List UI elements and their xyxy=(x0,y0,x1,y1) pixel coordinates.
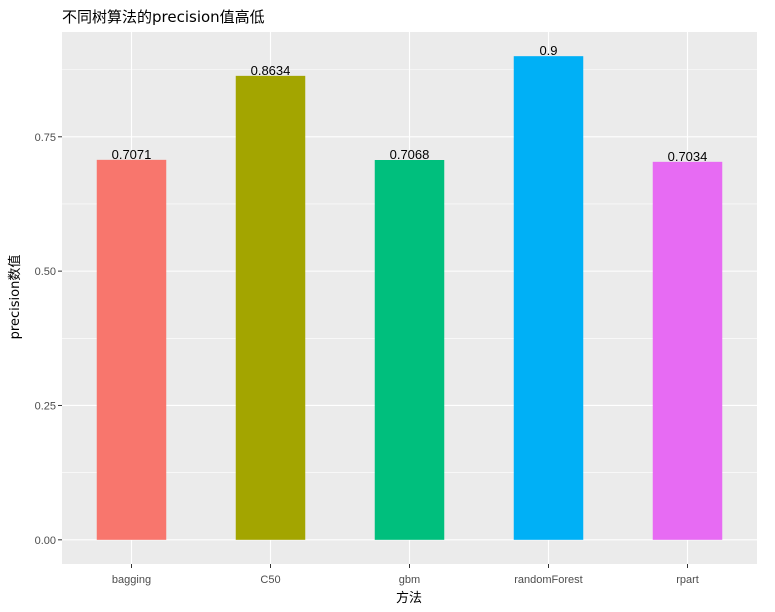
data-label-C50: 0.8634 xyxy=(251,63,291,78)
x-tick-label-gbm: gbm xyxy=(399,574,420,586)
x-tick-label-rpart: rpart xyxy=(676,574,699,586)
y-axis-title: precision数值 xyxy=(7,255,23,340)
y-tick-label: 0.75 xyxy=(35,132,56,144)
y-tick-label: 0.00 xyxy=(35,535,56,547)
data-label-rpart: 0.7034 xyxy=(668,149,708,164)
y-tick-label: 0.25 xyxy=(35,400,56,412)
bar-bagging xyxy=(96,159,167,540)
chart-title: 不同树算法的precision值高低 xyxy=(62,8,265,26)
x-axis-title: 方法 xyxy=(396,590,422,606)
bar-randomForest xyxy=(513,56,584,540)
bar-gbm xyxy=(374,160,445,540)
bars xyxy=(96,56,723,540)
x-tick-label-randomForest: randomForest xyxy=(514,574,582,586)
bar-rpart xyxy=(652,161,723,540)
data-labels: 0.7071 0.8634 0.7068 0.9 0.7034 xyxy=(112,43,708,164)
x-tick-label-bagging: bagging xyxy=(112,574,151,586)
data-label-gbm: 0.7068 xyxy=(390,147,430,162)
bar-C50 xyxy=(235,75,306,540)
x-axis: bagging C50 gbm randomForest rpart xyxy=(112,564,699,586)
data-label-bagging: 0.7071 xyxy=(112,147,152,162)
data-label-randomForest: 0.9 xyxy=(539,43,557,58)
x-tick-label-C50: C50 xyxy=(260,574,280,586)
y-axis: 0.00 0.25 0.50 0.75 xyxy=(35,132,62,547)
y-tick-label: 0.50 xyxy=(35,266,56,278)
